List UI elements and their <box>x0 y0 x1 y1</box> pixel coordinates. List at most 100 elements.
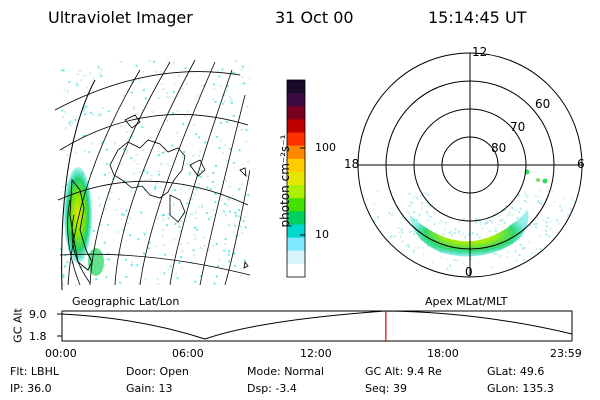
speckle-point <box>179 242 182 245</box>
speckle-point <box>83 150 86 153</box>
speckle-point <box>91 142 94 145</box>
speckle-point <box>234 72 237 75</box>
speckle-point <box>431 261 434 264</box>
speckle-point <box>126 151 129 154</box>
speckle-point <box>391 242 394 245</box>
polar-plot-label: Apex MLat/MLT <box>425 295 508 308</box>
speckle-point <box>499 254 502 257</box>
speckle-point <box>530 251 533 254</box>
speckle-point <box>478 220 481 223</box>
colorbar-band <box>287 145 305 160</box>
speckle-point <box>62 274 65 277</box>
speckle-point <box>193 123 196 126</box>
speckle-point <box>92 77 95 80</box>
speckle-point <box>167 60 170 63</box>
speckle-point <box>163 214 166 216</box>
speckle-point <box>135 112 138 115</box>
speckle-point <box>213 87 216 90</box>
speckle-point <box>454 228 457 231</box>
colorbar-band <box>287 132 305 147</box>
speckle-point <box>182 156 185 159</box>
speckle-point <box>119 281 122 284</box>
speckle-point <box>495 252 498 255</box>
speckle-point <box>465 266 468 269</box>
speckle-point <box>247 160 250 163</box>
speckle-point <box>519 207 522 210</box>
speckle-point <box>548 235 550 238</box>
speckle-point <box>562 198 565 201</box>
speckle-point <box>511 222 514 225</box>
speckle-point <box>388 212 391 215</box>
speckle-point <box>183 151 186 153</box>
speckle-point <box>178 262 181 264</box>
speckle-point <box>376 190 379 193</box>
speckle-point <box>223 100 226 103</box>
speckle-point <box>116 231 119 233</box>
timeline-ylabel: GC Alt <box>11 308 25 343</box>
speckle-point <box>518 194 520 197</box>
speckle-point <box>550 244 553 247</box>
speckle-point <box>128 234 131 237</box>
speckle-point <box>400 216 403 219</box>
speckle-point <box>242 220 245 223</box>
speckle-point <box>188 198 190 201</box>
speckle-point <box>142 89 145 92</box>
speckle-point <box>408 245 410 248</box>
speckle-point <box>425 192 428 195</box>
speckle-point <box>157 217 159 220</box>
speckle-point <box>195 187 198 190</box>
speckle-point <box>537 196 540 198</box>
speckle-point <box>199 150 202 153</box>
status-door: Door: Open <box>126 365 189 378</box>
colorbar-band <box>287 263 305 278</box>
speckle-point <box>229 210 232 213</box>
speckle-point <box>221 181 224 183</box>
speckle-point <box>187 242 190 245</box>
speckle-point <box>415 219 418 222</box>
speckle-point <box>234 224 237 227</box>
speckle-point <box>214 193 217 196</box>
speckle-point <box>405 245 408 248</box>
speckle-point <box>172 62 175 65</box>
speckle-point <box>156 154 159 157</box>
speckle-point <box>69 120 72 123</box>
speckle-point <box>518 238 521 241</box>
speckle-point <box>222 102 224 105</box>
speckle-point <box>390 235 393 238</box>
speckle-point <box>429 215 432 218</box>
coastline <box>109 114 249 269</box>
speckle-point <box>131 80 134 83</box>
speckle-point <box>407 244 410 246</box>
speckle-point <box>150 174 153 177</box>
speckle-point <box>167 217 170 220</box>
speckle-point <box>79 70 81 72</box>
speckle-point <box>67 90 69 93</box>
speckle-point <box>163 272 166 275</box>
speckle-point <box>498 219 501 222</box>
speckle-point <box>186 75 189 77</box>
speckle-point <box>104 208 107 211</box>
speckle-point <box>133 106 136 109</box>
speckle-point <box>227 253 230 256</box>
speckle-point <box>509 224 512 227</box>
speckle-point <box>62 69 65 72</box>
speckle-point <box>421 206 424 209</box>
speckle-point <box>206 141 208 144</box>
speckle-point <box>173 203 175 205</box>
speckle-point <box>66 261 69 264</box>
speckle-point <box>104 264 107 266</box>
polar-speckle <box>358 190 581 270</box>
speckle-point <box>194 237 197 240</box>
speckle-point <box>512 208 515 211</box>
speckle-point <box>226 86 229 89</box>
speckle-point <box>240 129 243 131</box>
date-label: 31 Oct 00 <box>275 8 354 27</box>
speckle-point <box>238 209 240 211</box>
speckle-point <box>488 230 491 233</box>
speckle-point <box>248 76 250 79</box>
speckle-point <box>238 215 241 218</box>
speckle-point <box>165 224 168 227</box>
speckle-point <box>178 230 181 232</box>
speckle-point <box>208 249 211 252</box>
status-mode: Mode: Normal <box>247 365 324 378</box>
